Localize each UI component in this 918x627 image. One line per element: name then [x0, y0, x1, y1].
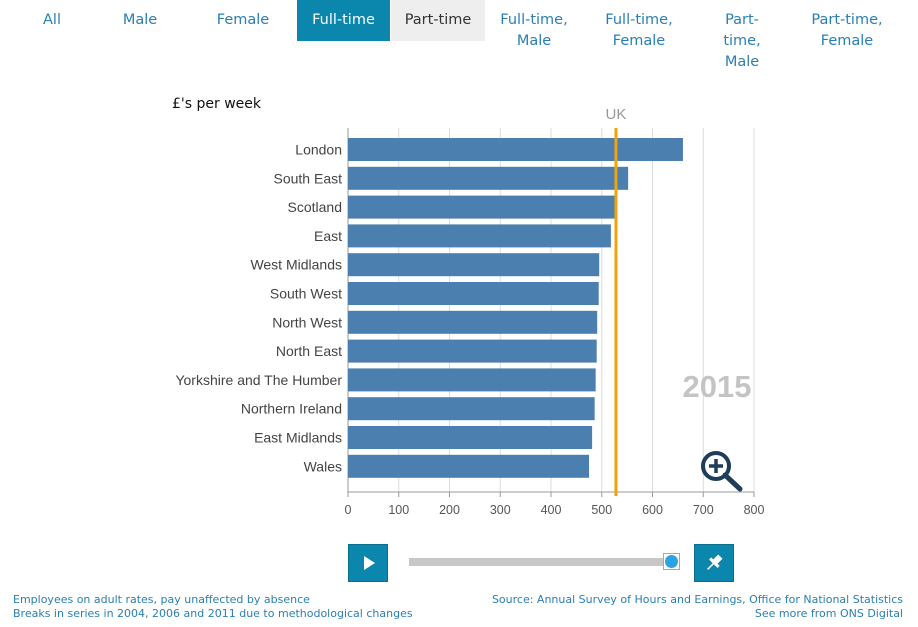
- pin-button[interactable]: [694, 544, 734, 582]
- bar[interactable]: [348, 310, 598, 334]
- tab-label: Male: [122, 12, 158, 28]
- tab-label: Full-time: [312, 12, 375, 28]
- year-label: 2015: [683, 369, 752, 404]
- y-axis-title: £'s per week: [172, 96, 261, 112]
- category-label: South West: [270, 286, 342, 302]
- tab-male[interactable]: Male: [100, 0, 180, 41]
- footer-source: Source: Annual Survey of Hours and Earni…: [492, 593, 903, 621]
- tab-label: Female: [216, 12, 270, 28]
- category-label: London: [295, 142, 342, 158]
- uk-reference-line: UK: [606, 106, 627, 496]
- ons-digital-link[interactable]: See more from ONS Digital: [754, 607, 903, 620]
- zoom-in-icon[interactable]: [701, 451, 743, 492]
- uk-label: UK: [606, 106, 627, 123]
- footer-note-2: Breaks in series in 2004, 2006 and 2011 …: [13, 607, 413, 620]
- year-slider-track[interactable]: [409, 558, 674, 566]
- category-label: Yorkshire and The Humber: [175, 372, 342, 388]
- x-tick-label: 200: [439, 503, 460, 517]
- tab-all[interactable]: All: [20, 0, 84, 41]
- bar[interactable]: [348, 454, 590, 478]
- bar-chart: London South East Scotland East West Midland…: [175, 106, 765, 517]
- bar[interactable]: [348, 138, 683, 161]
- slider-dot: [665, 555, 678, 568]
- footer-notes: Employees on adult rates, pay unaffected…: [13, 593, 413, 621]
- x-tick-label: 800: [744, 503, 765, 517]
- tab-label: Full-time, Male: [500, 12, 568, 49]
- x-tick-label: 600: [642, 503, 663, 517]
- tab-label: Full-time, Female: [605, 12, 673, 49]
- bar[interactable]: [348, 195, 616, 219]
- bar[interactable]: [348, 224, 611, 248]
- bar[interactable]: [348, 397, 595, 421]
- bar[interactable]: [348, 426, 593, 449]
- category-label: North West: [272, 314, 342, 330]
- category-label: North East: [276, 343, 342, 359]
- tab-label: Part-time, Male: [723, 12, 761, 70]
- tab-full-time[interactable]: Full-time: [297, 0, 390, 41]
- tab-label: Part-time: [404, 12, 472, 28]
- category-label: South East: [274, 170, 343, 186]
- year-slider-handle[interactable]: [663, 553, 680, 570]
- play-button[interactable]: [348, 544, 388, 582]
- tab-label: Part-time, Female: [811, 12, 883, 49]
- source-link[interactable]: Source: Annual Survey of Hours and Earni…: [491, 593, 903, 606]
- category-label: East: [314, 228, 342, 244]
- tab-part-time[interactable]: Part-time: [391, 0, 485, 41]
- tab-part-time-female[interactable]: Part-time, Female: [806, 0, 888, 52]
- x-axis: 0 100 200 300 400 500 600 700 800: [345, 491, 765, 517]
- play-icon: [364, 556, 375, 570]
- tab-full-time-male[interactable]: Full-time, Male: [492, 0, 576, 52]
- category-label: Wales: [304, 458, 342, 474]
- tab-label: All: [43, 12, 61, 28]
- x-tick-label: 100: [388, 503, 409, 517]
- bar[interactable]: [348, 253, 600, 277]
- bar[interactable]: [348, 166, 629, 190]
- x-tick-label: 300: [490, 503, 511, 517]
- category-label: Northern Ireland: [241, 401, 342, 417]
- pin-icon: [707, 554, 723, 570]
- x-tick-label: 700: [693, 503, 714, 517]
- x-tick-label: 0: [345, 503, 352, 517]
- category-label: East Midlands: [254, 430, 342, 446]
- x-tick-label: 400: [541, 503, 562, 517]
- tab-part-time-male[interactable]: Part-time, Male: [712, 0, 772, 73]
- footer-note-1: Employees on adult rates, pay unaffected…: [13, 593, 310, 606]
- bar[interactable]: [348, 368, 596, 392]
- filter-tabs: All Male Female Full-time Part-time Full…: [0, 0, 918, 80]
- bar[interactable]: [348, 339, 597, 363]
- bars: [348, 138, 683, 478]
- category-label: West Midlands: [250, 257, 342, 273]
- category-label: Scotland: [288, 199, 342, 215]
- x-tick-label: 500: [591, 503, 612, 517]
- tab-full-time-female[interactable]: Full-time, Female: [598, 0, 680, 52]
- bar[interactable]: [348, 282, 599, 305]
- category-labels: London South East Scotland East West Midland…: [175, 142, 342, 475]
- tab-female[interactable]: Female: [200, 0, 286, 41]
